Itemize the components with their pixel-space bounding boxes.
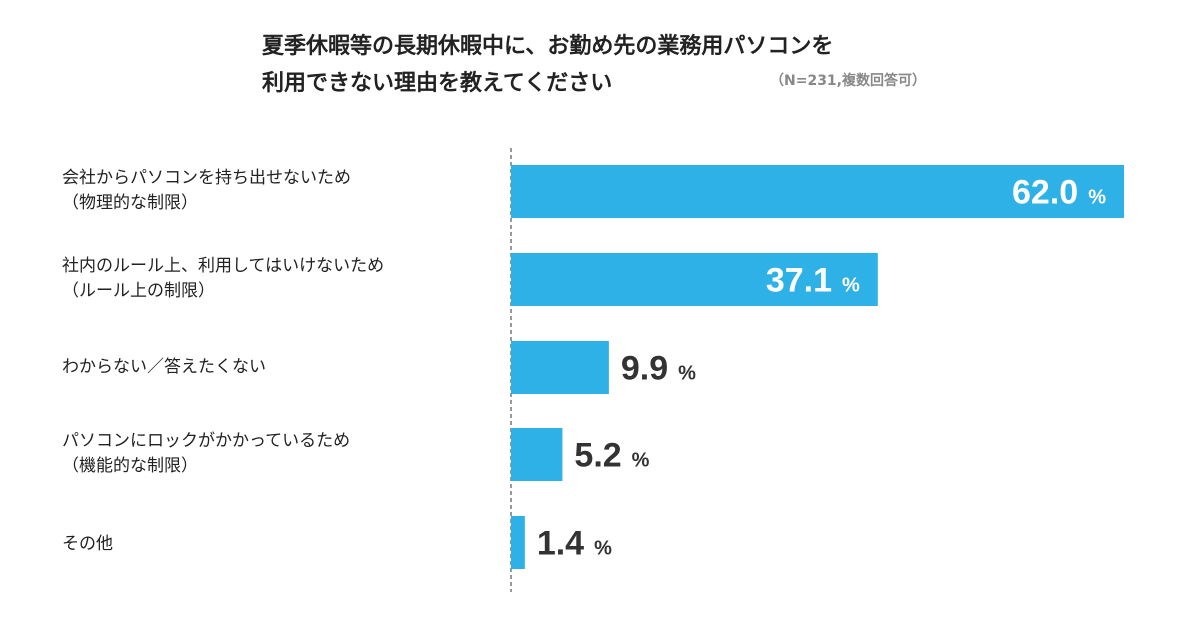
data-label-0: 62.0%: [1012, 174, 1106, 212]
data-label-unit-3: %: [632, 450, 650, 472]
data-label-unit-4: %: [594, 538, 612, 560]
bar-1: [511, 253, 878, 306]
data-label-unit-0: %: [1088, 187, 1106, 209]
category-label-2: わからない／答えたくない: [62, 355, 266, 380]
data-label-1: 37.1%: [766, 262, 860, 300]
chart-title-line1: 夏季休暇等の長期休暇中に、お勤め先の業務用パソコンを: [262, 34, 834, 59]
category-label-3-line2: （機能的な制限）: [62, 456, 198, 476]
bar-0: [511, 165, 1124, 218]
data-label-4: 1.4%: [537, 525, 612, 563]
category-label-4-line1: その他: [62, 534, 113, 554]
data-label-value-1: 37.1: [766, 262, 832, 300]
category-label-2-line1: わからない／答えたくない: [62, 357, 266, 377]
data-label-value-4: 1.4: [537, 525, 584, 563]
bar-4: [511, 516, 525, 569]
data-label-unit-2: %: [678, 363, 696, 385]
category-label-4: その他: [62, 532, 113, 557]
bar-3: [511, 428, 563, 481]
category-label-1: 社内のルール上、利用してはいけないため （ルール上の制限）: [62, 254, 384, 304]
category-label-1-line1: 社内のルール上、利用してはいけないため: [62, 256, 385, 276]
category-label-1-line2: （ルール上の制限）: [62, 281, 215, 301]
data-label-value-0: 62.0: [1012, 174, 1078, 212]
data-label-value-2: 9.9: [621, 350, 668, 388]
chart-title: 夏季休暇等の長期休暇中に、お勤め先の業務用パソコンを 利用できない理由を教えてく…: [262, 28, 833, 102]
data-label-2: 9.9%: [621, 350, 696, 388]
data-label-unit-1: %: [842, 275, 860, 297]
category-label-3-line1: パソコンにロックがかかっているため: [62, 431, 351, 451]
category-label-3: パソコンにロックがかかっているため （機能的な制限）: [62, 429, 350, 479]
data-label-value-3: 5.2: [574, 437, 621, 475]
bar-2: [511, 341, 609, 394]
chart-title-line2: 利用できない理由を教えてください: [262, 71, 613, 96]
sample-note: （N=231,複数回答可）: [770, 73, 926, 89]
data-label-3: 5.2%: [574, 437, 649, 475]
category-label-0-line2: （物理的な制限）: [62, 193, 198, 213]
category-label-0-line1: 会社からパソコンを持ち出せないため: [62, 168, 351, 188]
category-label-0: 会社からパソコンを持ち出せないため （物理的な制限）: [62, 166, 351, 216]
